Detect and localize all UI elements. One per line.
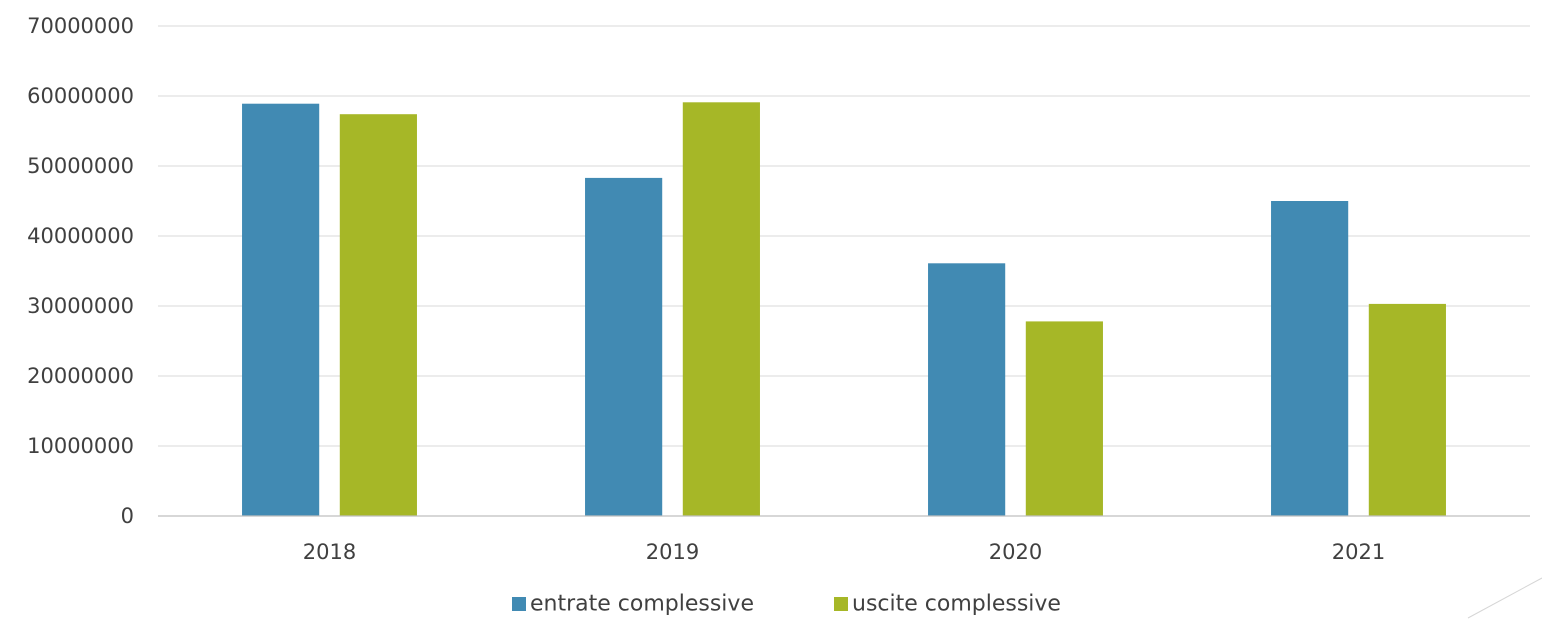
y-tick-label: 70000000 — [27, 14, 134, 38]
legend-swatch — [834, 597, 848, 611]
x-tick-label: 2019 — [646, 540, 699, 564]
y-tick-label: 10000000 — [27, 434, 134, 458]
x-tick-label: 2018 — [303, 540, 356, 564]
y-axis-tick-labels: 0 10000000 20000000 30000000 40000000 5000000… — [27, 14, 134, 528]
y-tick-label: 50000000 — [27, 154, 134, 178]
x-tick-label: 2020 — [989, 540, 1042, 564]
bars — [242, 102, 1446, 517]
legend-swatch — [512, 597, 526, 611]
y-tick-label: 20000000 — [27, 364, 134, 388]
legend-label: uscite complessive — [852, 592, 1061, 617]
x-axis-tick-labels: 2018 2019 2020 2021 — [303, 540, 1385, 564]
legend: entrate complessive uscite complessive — [512, 592, 1061, 617]
bar-uscite-complessive-2019 — [682, 102, 760, 517]
bar-entrate-complessive-2018 — [242, 103, 320, 516]
y-tick-label: 0 — [121, 504, 134, 528]
bar-uscite-complessive-2018 — [339, 114, 417, 516]
bar-uscite-complessive-2020 — [1025, 321, 1103, 516]
bar-entrate-complessive-2021 — [1271, 201, 1349, 516]
y-tick-label: 40000000 — [27, 224, 134, 248]
x-tick-label: 2021 — [1332, 540, 1385, 564]
bar-uscite-complessive-2021 — [1368, 303, 1446, 516]
y-tick-label: 30000000 — [27, 294, 134, 318]
y-tick-label: 60000000 — [27, 84, 134, 108]
decorative-corner-line — [1467, 577, 1542, 619]
bar-entrate-complessive-2020 — [928, 263, 1006, 516]
legend-label: entrate complessive — [530, 592, 754, 617]
bar-entrate-complessive-2019 — [585, 177, 663, 516]
